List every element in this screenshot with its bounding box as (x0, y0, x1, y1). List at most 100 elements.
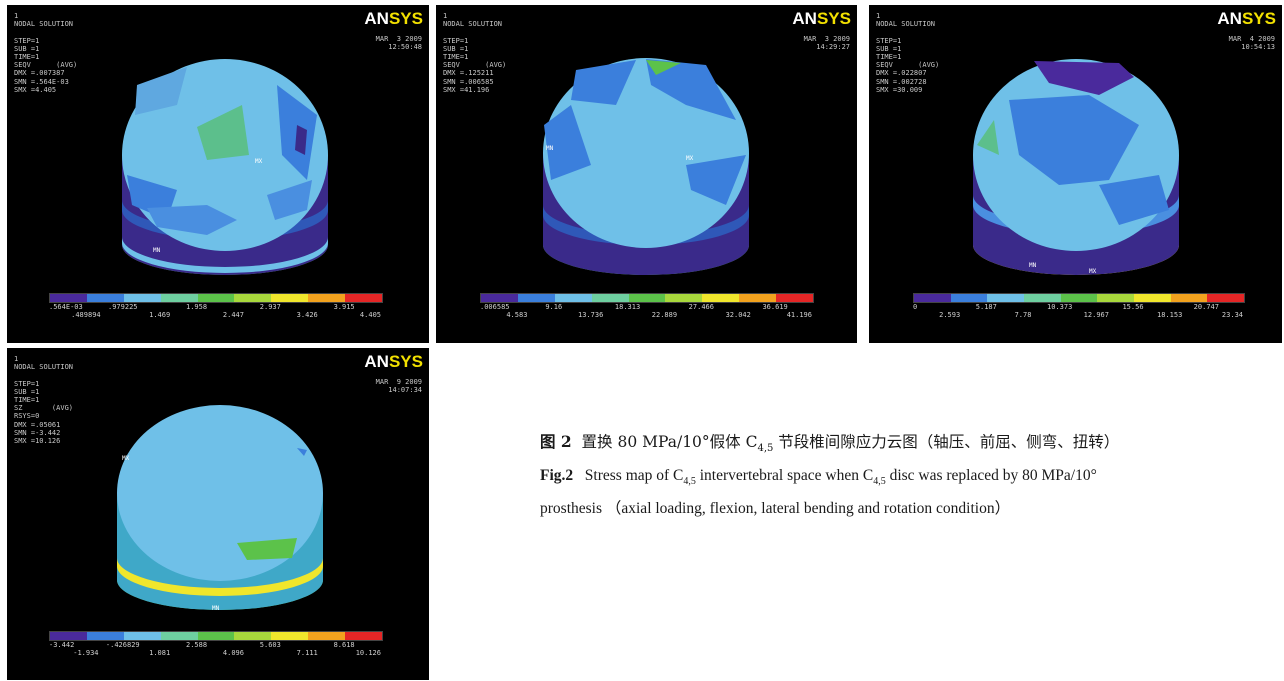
legend-tick-label: 2.588 (186, 641, 208, 649)
color-legend-4 (49, 631, 383, 641)
legend-swatch (308, 294, 346, 302)
legend-swatch (160, 294, 198, 302)
info-line: 1 (14, 12, 19, 20)
legend-tick-label: 4.096 (222, 649, 244, 657)
legend-tick-label: 20.747 (1193, 303, 1219, 311)
legend-swatch (987, 294, 1025, 302)
caption-zh-label: 图 2 (540, 432, 572, 451)
info-line: RSYS=0 (14, 412, 40, 421)
legend-swatch (50, 294, 87, 302)
legend-swatch (345, 294, 383, 302)
legend-swatch (123, 294, 161, 302)
timestamp-2: MAR 3 2009 14:29:27 (804, 35, 850, 51)
node-label-mx-1: MX (255, 158, 263, 165)
ansys-panel-1: MX MN 1 NODAL SOLUTION STEP=1 SUB =1 TIME=1… (7, 5, 429, 343)
legend-ticks-4: -3.442 -.426829 2.588 5.603 8.618 -1.934 1.081… (49, 641, 381, 659)
legend-swatch (1134, 294, 1171, 302)
legend-swatch (1060, 294, 1098, 302)
legend-tick-label: .979225 (108, 303, 138, 311)
solution-info-4: 1 NODAL SOLUTION STEP=1 SUB =1 TIME=1 SZ (AV… (14, 355, 73, 445)
figure-caption: 图 2 置换 80 MPa/10°假体 C4,5 节段椎间隙应力云图（轴压、前屈… (540, 428, 1140, 522)
legend-tick-label: 10.373 (1047, 303, 1073, 311)
info-line: TIME=1 (14, 53, 40, 62)
caption-chinese: 图 2 置换 80 MPa/10°假体 C4,5 节段椎间隙应力云图（轴压、前屈… (540, 432, 1120, 455)
ansys-logo: ANSYS (792, 9, 851, 28)
info-line: STEP=1 (876, 36, 902, 45)
legend-swatch (628, 294, 666, 302)
legend-swatch (271, 632, 309, 640)
node-label-mn-1: MN (153, 247, 161, 254)
solution-info-2: 1 NODAL SOLUTION STEP=1 SUB =1 TIME=1 SEQV (… (443, 12, 506, 94)
info-line (443, 28, 506, 36)
node-label-mn-2: MN (546, 145, 554, 152)
info-line: SEQV (AVG) (443, 61, 507, 70)
info-line: SMN =.002728 (876, 77, 927, 86)
legend-tick-label: 18.313 (614, 303, 641, 311)
legend-tick-label: 8.618 (333, 641, 355, 649)
color-legend-1 (49, 293, 383, 303)
legend-swatch (950, 294, 988, 302)
info-line: SUB =1 (876, 44, 902, 53)
legend-swatch (197, 294, 235, 302)
legend-tick-label: -3.442 (49, 641, 75, 649)
info-line: NODAL SOLUTION (443, 20, 503, 29)
info-line: SEQV (AVG) (876, 61, 940, 70)
info-line: SUB =1 (14, 44, 40, 53)
legend-tick-label: 2.593 (939, 311, 961, 319)
info-line: SEQV (AVG) (14, 61, 78, 70)
legend-swatch (160, 632, 198, 640)
legend-tick-label: 7.78 (1014, 311, 1032, 319)
legend-tick-label: .564E-03 (49, 303, 83, 311)
info-line: 1 (14, 355, 19, 363)
info-line: TIME=1 (443, 53, 469, 62)
info-line: DMX =.05061 (14, 420, 61, 429)
legend-tick-label: 7.111 (296, 649, 318, 657)
legend-swatch (702, 294, 740, 302)
node-label-mx-2: MX (686, 155, 694, 162)
info-line: SMX =4.405 (14, 85, 57, 94)
info-line: 1 (876, 12, 881, 20)
legend-swatch (665, 294, 703, 302)
legend-swatch (1170, 294, 1208, 302)
legend-swatch (517, 294, 555, 302)
caption-english: Fig.2 Stress map of C4,5 intervertebral … (540, 467, 1097, 518)
legend-tick-label: -.426829 (105, 641, 140, 649)
legend-tick-label: 0 (913, 303, 918, 311)
node-label-mx-4: MX (122, 455, 130, 462)
legend-tick-label: 12.967 (1083, 311, 1109, 319)
legend-tick-label: 3.426 (296, 311, 318, 319)
ansys-logo: ANSYS (364, 352, 423, 371)
node-label-mx-3: MX (1089, 268, 1097, 275)
info-line (14, 28, 77, 36)
caption-en-label: Fig.2 (540, 467, 574, 485)
color-legend-3 (913, 293, 1245, 303)
info-line: NODAL SOLUTION (14, 20, 74, 29)
info-line: SMN =.006585 (443, 77, 494, 86)
legend-tick-label: 1.469 (149, 311, 171, 319)
info-line: SMN =-3.442 (14, 428, 61, 437)
legend-tick-label: 4.405 (359, 311, 381, 319)
ansys-panel-2: MN MX 1 NODAL SOLUTION STEP=1 SUB =1 TIME=1… (436, 5, 857, 343)
info-line: STEP=1 (14, 36, 40, 45)
legend-tick-label: 9.16 (545, 303, 563, 311)
ansys-logo: ANSYS (364, 9, 423, 28)
legend-tick-label: 32.042 (725, 311, 751, 319)
info-line: TIME=1 (876, 53, 902, 62)
legend-tick-label: 36.619 (762, 303, 788, 311)
legend-tick-label: 41.196 (786, 311, 812, 319)
legend-tick-label: 2.447 (222, 311, 244, 319)
legend-swatch (234, 294, 272, 302)
disc-model-2: MN MX (543, 58, 749, 275)
legend-swatch (86, 294, 124, 302)
legend-tick-label: .006585 (480, 303, 510, 311)
info-line: STEP=1 (443, 36, 469, 45)
info-line (876, 28, 939, 36)
legend-tick-label: 10.126 (355, 649, 381, 657)
legend-tick-label: 5.603 (259, 641, 281, 649)
legend-swatch (345, 632, 383, 640)
legend-swatch (197, 632, 235, 640)
info-line: 1 (443, 12, 448, 20)
legend-tick-label: .489894 (71, 311, 101, 319)
timestamp-3: MAR 4 2009 10:54:13 (1229, 35, 1275, 51)
legend-tick-label: 18.153 (1157, 311, 1183, 319)
